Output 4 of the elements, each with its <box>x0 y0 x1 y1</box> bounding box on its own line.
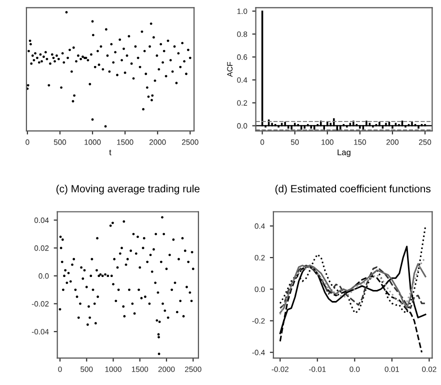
chart-title: (c) Moving average trading rule <box>56 184 200 194</box>
x-axis-title: t <box>109 150 112 156</box>
x-axis-title: Lag <box>338 149 350 157</box>
chart-title: (d) Estimated coefficient functions <box>275 184 430 194</box>
